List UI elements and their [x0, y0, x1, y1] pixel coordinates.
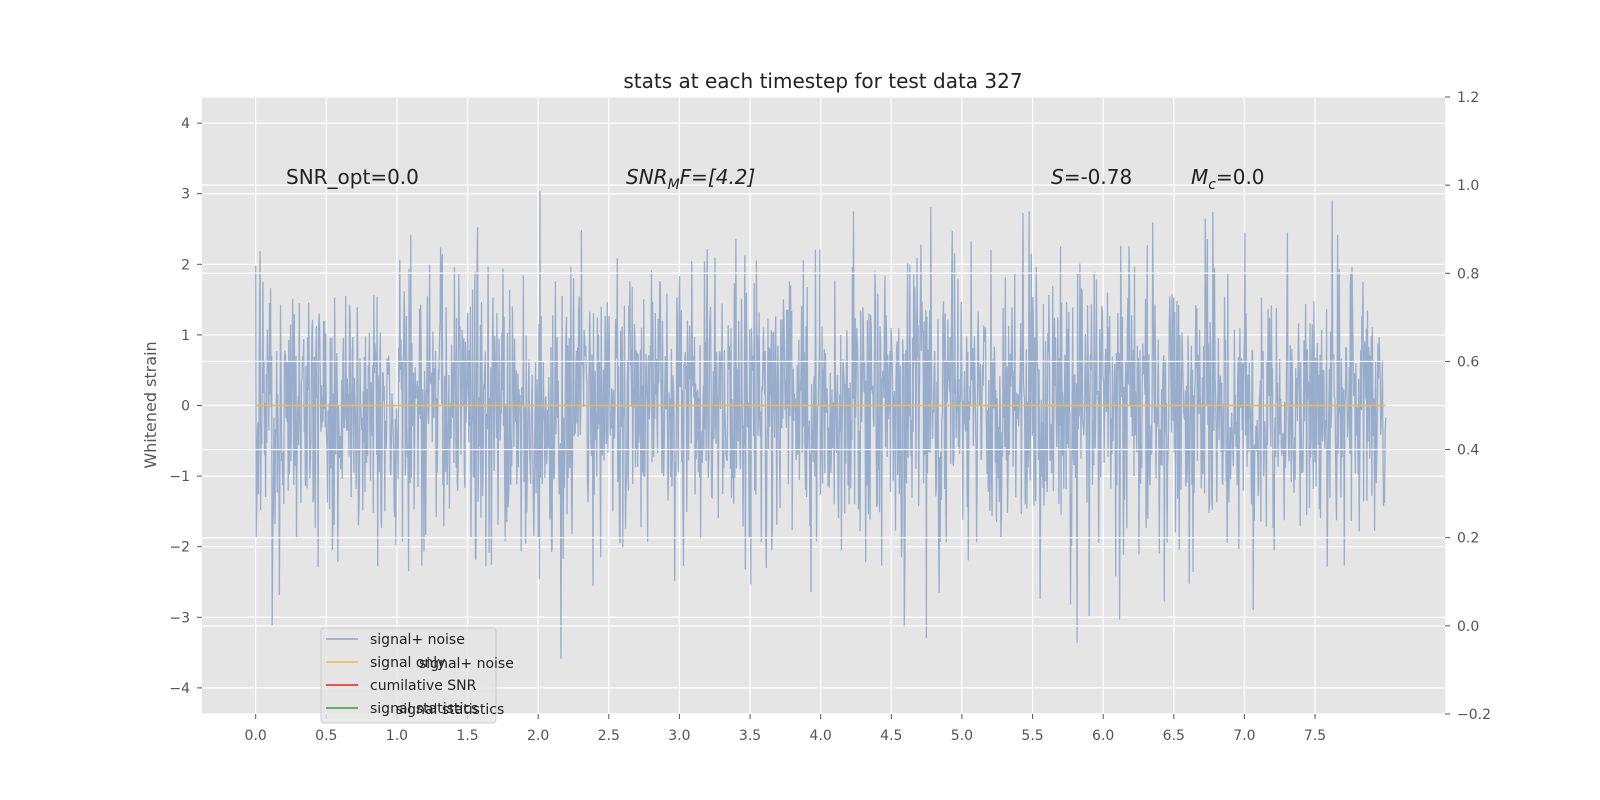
y-tick-label: 0: [181, 399, 190, 415]
right-axis-grid: [202, 96, 1445, 715]
right-axis-tick-label: 0.2: [1457, 531, 1479, 547]
y-tick-label: −4: [169, 681, 190, 697]
y-tick-label: −3: [169, 610, 190, 626]
x-tick-label: 4.5: [880, 728, 902, 744]
y-tick-label: 2: [181, 257, 190, 273]
x-tick-label: 7.0: [1233, 728, 1255, 744]
legend-label-signal-noise: signal+ noise: [370, 632, 465, 648]
y-axis-title: Whitened strain: [141, 341, 160, 468]
right-axis-tick-label: 1.0: [1457, 178, 1479, 194]
x-tick-label: 5.5: [1021, 728, 1043, 744]
chart-title: stats at each timestep for test data 327: [623, 69, 1022, 93]
x-axis-ticks: 0.0 0.5 1.0 1.5 2.0 2.5 3.0 3.5 4.0 4.5 5.0 5.5 6.0 6…: [245, 714, 1326, 744]
annotation-snr-opt: SNR_opt=0.0: [286, 165, 419, 189]
right-axis-tick-label: 0.0: [1457, 619, 1479, 635]
x-tick-label: 1.0: [386, 728, 408, 744]
right-axis-tick-label: −0.2: [1457, 707, 1491, 723]
right-axis-tick-label: 0.8: [1457, 266, 1479, 282]
x-tick-label: 1.5: [456, 728, 478, 744]
legend: signal+ noise signal statistics signal+ …: [320, 627, 514, 724]
x-tick-label: 0.0: [245, 728, 267, 744]
x-tick-label: 3.5: [739, 728, 761, 744]
legend-label-signal-statistics: signal statistics: [370, 701, 478, 717]
right-axis-tick-label: 1.2: [1457, 90, 1479, 106]
x-tick-label: 2.5: [598, 728, 620, 744]
legend-label-cumilative-snr: cumilative SNR: [370, 678, 477, 694]
signal-noise-series: [255, 190, 1387, 659]
y-tick-label: 3: [181, 187, 190, 203]
legend-label-signal-only: signal only: [370, 655, 445, 671]
x-tick-label: 0.5: [315, 728, 337, 744]
right-axis-ticks: 1.2 1.0 0.8 0.6 0.4 0.2 0.0 −0.2: [1445, 90, 1491, 723]
legend-box: [320, 627, 497, 724]
legend-ghost-text-2: signal statistics: [396, 702, 504, 718]
y-tick-label: 4: [181, 116, 190, 132]
y-tick-label: −1: [169, 469, 190, 485]
x-tick-label: 3.0: [668, 728, 690, 744]
annotation-snr-mf: SNRMF=[4.2]: [626, 165, 755, 193]
x-tick-label: 7.5: [1304, 728, 1326, 744]
x-tick-label: 4.0: [810, 728, 832, 744]
x-tick-label: 5.0: [951, 728, 973, 744]
right-axis-tick-label: 0.4: [1457, 443, 1479, 459]
signal-noise-line: [255, 190, 1387, 659]
right-axis-tick-label: 0.6: [1457, 354, 1479, 370]
annotation-s: S=-0.78: [1051, 165, 1132, 189]
x-tick-label: 2.0: [527, 728, 549, 744]
x-tick-label: 6.5: [1163, 728, 1185, 744]
x-tick-label: 6.0: [1092, 728, 1114, 744]
annotation-mc: Mc=0.0: [1191, 165, 1265, 193]
legend-ghost-text-1: signal+ noise: [419, 656, 514, 672]
y-tick-label: 1: [181, 328, 190, 344]
y-tick-label: −2: [169, 540, 190, 556]
y-axis-ticks: 4 3 2 1 0 −1 −2 −3 −4: [169, 116, 202, 697]
